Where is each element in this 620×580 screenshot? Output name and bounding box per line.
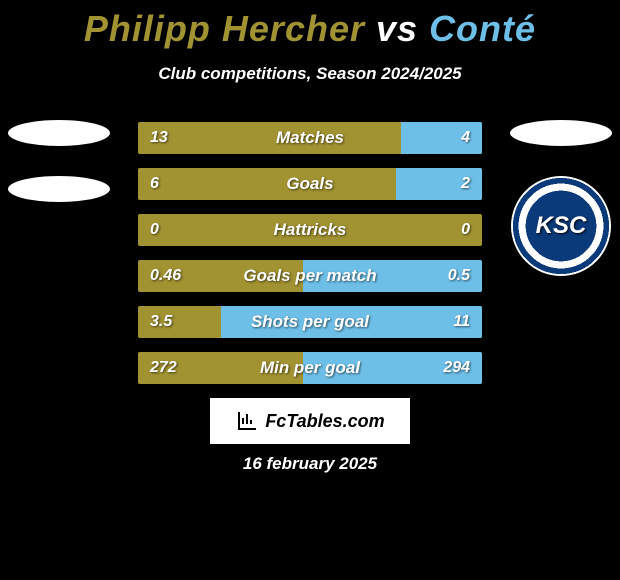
- stat-bar: 272Min per goal294: [138, 352, 482, 384]
- player2-photo-placeholder: [510, 120, 612, 146]
- player2-club-logo: KSC: [511, 176, 611, 276]
- stat-label: Shots per goal: [138, 306, 482, 338]
- stats-bars: 13Matches4 6Goals2 0Hattricks0 0.46Goals pe…: [138, 122, 482, 384]
- stat-value-right: 4: [461, 122, 470, 154]
- stat-bar: 0.46Goals per match0.5: [138, 260, 482, 292]
- stat-value-right: 0: [461, 214, 470, 246]
- subtitle: Club competitions, Season 2024/2025: [0, 64, 620, 84]
- player2-name: Conté: [429, 8, 536, 49]
- player1-name: Philipp Hercher: [84, 8, 365, 49]
- stat-value-right: 11: [453, 306, 470, 338]
- player1-club-logo-placeholder: [8, 120, 110, 146]
- player1-club-area: [4, 120, 114, 202]
- stat-label: Goals: [138, 168, 482, 200]
- stat-bar: 6Goals2: [138, 168, 482, 200]
- stat-value-right: 294: [443, 352, 470, 384]
- source-text: FcTables.com: [265, 411, 384, 432]
- vs-text: vs: [376, 8, 418, 49]
- stat-label: Matches: [138, 122, 482, 154]
- player1-photo-placeholder: [8, 176, 110, 202]
- chart-icon: [235, 409, 259, 433]
- stat-bar: 3.5Shots per goal11: [138, 306, 482, 338]
- stat-bar: 13Matches4: [138, 122, 482, 154]
- source-badge[interactable]: FcTables.com: [210, 398, 410, 444]
- stat-value-right: 2: [461, 168, 470, 200]
- player2-club-area: KSC: [506, 120, 616, 276]
- snapshot-date: 16 february 2025: [0, 454, 620, 474]
- comparison-title: Philipp Hercher vs Conté: [0, 0, 620, 50]
- stat-label: Goals per match: [138, 260, 482, 292]
- stat-bar: 0Hattricks0: [138, 214, 482, 246]
- stat-value-right: 0.5: [448, 260, 470, 292]
- stat-label: Min per goal: [138, 352, 482, 384]
- player2-club-abbr: KSC: [536, 212, 587, 240]
- stat-label: Hattricks: [138, 214, 482, 246]
